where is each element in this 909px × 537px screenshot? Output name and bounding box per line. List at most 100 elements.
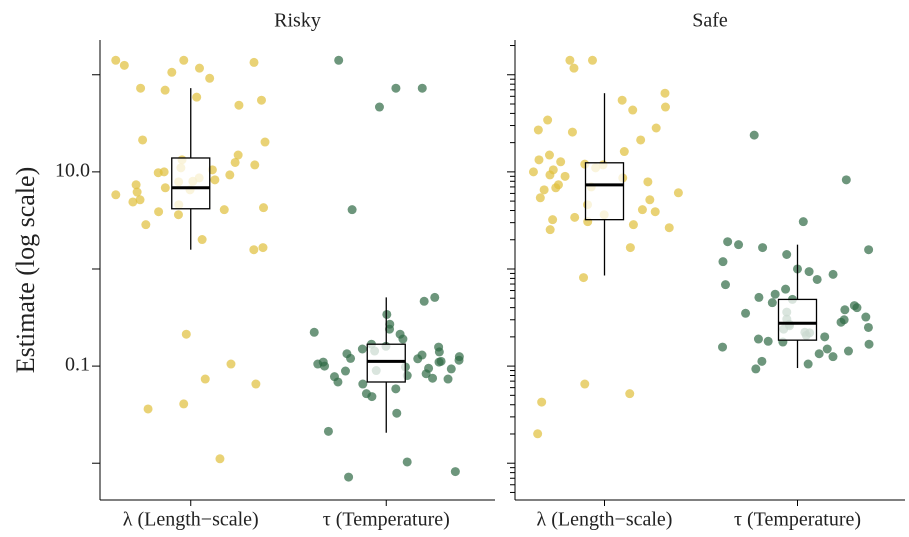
point	[256, 95, 266, 105]
point	[417, 83, 427, 93]
point	[259, 203, 269, 213]
point	[781, 284, 791, 294]
point	[565, 55, 575, 65]
facet-title: Safe	[692, 10, 728, 32]
point	[131, 180, 141, 190]
point	[749, 130, 759, 140]
point	[434, 357, 444, 367]
y-axis-title: Estimate (log scale)	[11, 167, 40, 373]
point	[205, 73, 215, 83]
point	[660, 102, 670, 112]
x-tick-label: τ (Temperature)	[734, 509, 861, 531]
point	[179, 399, 189, 409]
point	[770, 289, 780, 299]
point	[636, 135, 646, 145]
point	[402, 457, 412, 467]
point	[154, 207, 164, 217]
box	[171, 157, 211, 210]
point	[419, 296, 429, 306]
y-tick-label: 0.1	[65, 354, 90, 376]
point	[249, 57, 259, 67]
point	[556, 157, 566, 167]
point	[580, 379, 590, 389]
point	[392, 408, 402, 418]
point	[225, 170, 235, 180]
point	[358, 379, 368, 389]
point	[849, 301, 859, 311]
point	[454, 355, 464, 365]
point	[767, 298, 777, 308]
point	[619, 147, 629, 157]
point	[153, 168, 163, 178]
point	[340, 366, 350, 376]
point	[210, 175, 220, 185]
point	[798, 217, 808, 227]
point	[544, 150, 554, 160]
point	[840, 305, 850, 315]
point	[167, 67, 177, 77]
x-tick-label: τ (Temperature)	[323, 509, 450, 531]
point	[637, 205, 647, 215]
point	[628, 220, 638, 230]
point	[391, 83, 401, 93]
point	[569, 63, 579, 73]
point	[424, 363, 434, 373]
point	[320, 361, 330, 371]
point	[533, 125, 543, 135]
point	[128, 197, 138, 207]
point	[251, 379, 261, 389]
point	[230, 157, 240, 167]
point	[250, 160, 260, 170]
point	[430, 292, 440, 302]
point	[323, 426, 333, 436]
point	[391, 384, 401, 394]
point	[720, 280, 730, 290]
point	[309, 327, 319, 337]
point	[763, 336, 773, 346]
point	[346, 353, 356, 363]
point	[545, 225, 555, 235]
point	[450, 467, 460, 477]
point	[132, 187, 142, 197]
point	[782, 249, 792, 259]
point	[143, 404, 153, 414]
point	[734, 240, 744, 250]
point	[543, 115, 553, 125]
point	[333, 377, 343, 387]
point	[347, 205, 357, 215]
point	[814, 349, 824, 359]
point	[751, 364, 761, 374]
x-tick-label: λ (Length−scale)	[537, 509, 673, 531]
point	[219, 205, 229, 215]
point	[864, 245, 874, 255]
point	[863, 322, 873, 332]
box	[584, 162, 625, 221]
point	[718, 342, 728, 352]
point	[651, 123, 661, 133]
point	[754, 292, 764, 302]
point	[643, 177, 653, 187]
point	[570, 212, 580, 222]
point	[545, 170, 555, 180]
point	[617, 95, 627, 105]
point	[111, 55, 121, 65]
point	[160, 183, 170, 193]
point	[334, 55, 344, 65]
point	[194, 63, 204, 73]
point	[804, 267, 814, 277]
point	[173, 210, 183, 220]
point	[233, 150, 243, 160]
point	[567, 127, 577, 137]
point	[673, 188, 683, 198]
point	[861, 312, 871, 322]
point	[249, 245, 259, 255]
point	[828, 352, 838, 362]
point	[111, 190, 121, 200]
point	[841, 175, 851, 185]
point	[660, 88, 670, 98]
point	[428, 373, 438, 383]
point	[260, 137, 270, 147]
point	[181, 329, 191, 339]
point	[528, 167, 538, 177]
point	[537, 397, 547, 407]
